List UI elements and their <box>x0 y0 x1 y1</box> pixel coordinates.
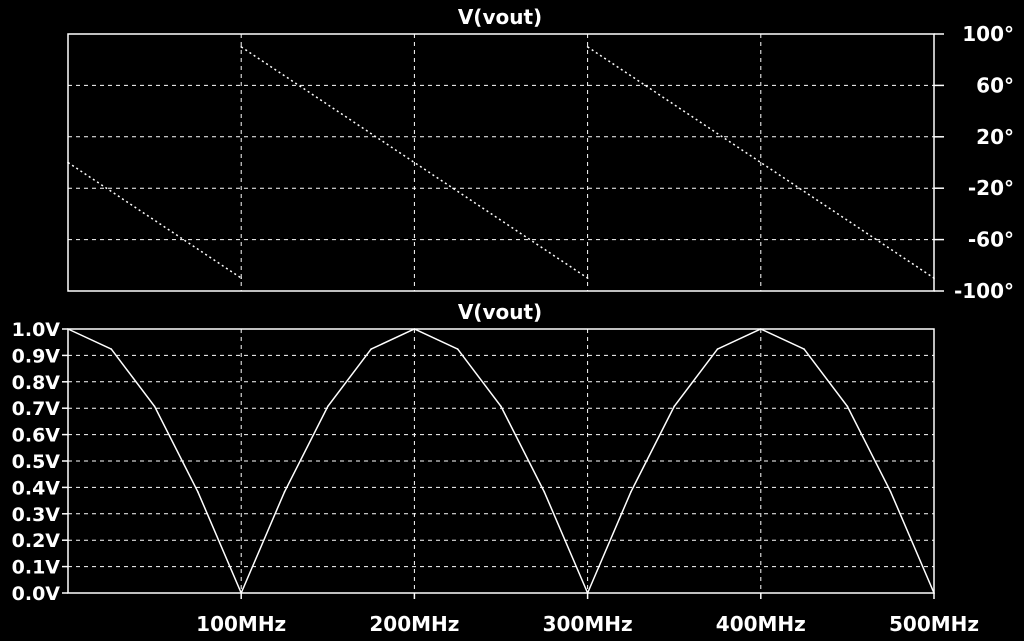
phase-data-point <box>933 277 935 279</box>
phase-data-point <box>586 46 589 48</box>
magnitude-data-point <box>370 348 372 350</box>
magnitude-x-tick-label: 100MHz <box>196 612 286 636</box>
magnitude-y-tick-label: 0.8V <box>12 372 61 394</box>
magnitude-y-tick-label: 1.0V <box>12 319 61 341</box>
phase-y-tick-label: 60° <box>976 73 1014 97</box>
magnitude-data-point <box>846 405 849 408</box>
magnitude-trace <box>67 328 935 595</box>
magnitude-data-point <box>197 491 199 493</box>
phase-y-tick-label: 20° <box>976 125 1014 149</box>
phase-title: V(vout) <box>458 5 542 29</box>
magnitude-data-point <box>630 491 632 493</box>
magnitude-data-point <box>716 348 719 350</box>
magnitude-data-point <box>240 592 242 594</box>
magnitude-y-tick-label: 0.4V <box>12 477 61 499</box>
magnitude-data-point <box>153 405 156 408</box>
magnitude-data-point <box>283 491 286 493</box>
magnitude-data-point <box>327 405 329 408</box>
phase-y-tick-label: -20° <box>968 176 1014 200</box>
magnitude-x-tick-label: 300MHz <box>543 612 633 636</box>
magnitude-data-point <box>586 592 589 594</box>
magnitude-data-point <box>889 491 892 493</box>
magnitude-data-point <box>67 328 69 330</box>
magnitude-data-point <box>803 348 805 350</box>
magnitude-data-point <box>760 328 762 330</box>
magnitude-grid <box>68 329 934 593</box>
magnitude-data-point <box>456 348 459 350</box>
magnitude-y-tick-label: 0.5V <box>12 451 61 473</box>
magnitude-data-point <box>673 405 675 408</box>
magnitude-data-point <box>413 328 416 330</box>
magnitude-y-tick-label: 0.7V <box>12 398 61 420</box>
magnitude-y-tick-label: 0.0V <box>12 583 61 605</box>
magnitude-y-ticks: 1.0V 0.9V 0.8V 0.7V 0.6V 0.5V 0.4V 0.3V 0.2V 0.1V… <box>12 319 68 605</box>
phase-grid <box>68 34 934 291</box>
magnitude-pane: V(vout) 1.0V 0.9V 0.8V 0.7V 0.6V 0.5V 0.4V 0.3V… <box>12 300 979 636</box>
magnitude-y-tick-label: 0.9V <box>12 345 61 367</box>
phase-y-tick-label: -100° <box>954 279 1014 303</box>
phase-y-tick-label: 100° <box>962 22 1014 46</box>
magnitude-title: V(vout) <box>458 300 542 324</box>
phase-data-point <box>240 46 242 48</box>
phase-data-point <box>586 277 589 279</box>
phase-trace <box>67 46 935 279</box>
phase-y-tick-label: -60° <box>968 228 1014 252</box>
magnitude-data-point <box>543 491 546 493</box>
magnitude-x-tick-label: 500MHz <box>889 612 979 636</box>
magnitude-data-point <box>110 348 113 350</box>
magnitude-x-tick-label: 200MHz <box>369 612 459 636</box>
magnitude-x-tick-label: 400MHz <box>716 612 806 636</box>
magnitude-x-ticks: 100MHz 200MHz 300MHz 400MHz 500MHz <box>196 593 979 636</box>
magnitude-y-tick-label: 0.3V <box>12 504 61 526</box>
phase-y-ticks: 100° 60° 20° -20° -60° -100° <box>934 22 1014 303</box>
phase-pane: V(vout) 100° 60° 20° -20° -60° -100° <box>67 5 1014 303</box>
magnitude-data-point <box>933 592 935 594</box>
phase-data-point <box>240 277 242 279</box>
phase-data-point <box>67 161 69 164</box>
magnitude-y-tick-label: 0.6V <box>12 425 61 447</box>
magnitude-y-tick-label: 0.1V <box>12 557 61 579</box>
magnitude-y-tick-label: 0.2V <box>12 530 61 552</box>
magnitude-data-point <box>500 405 502 408</box>
